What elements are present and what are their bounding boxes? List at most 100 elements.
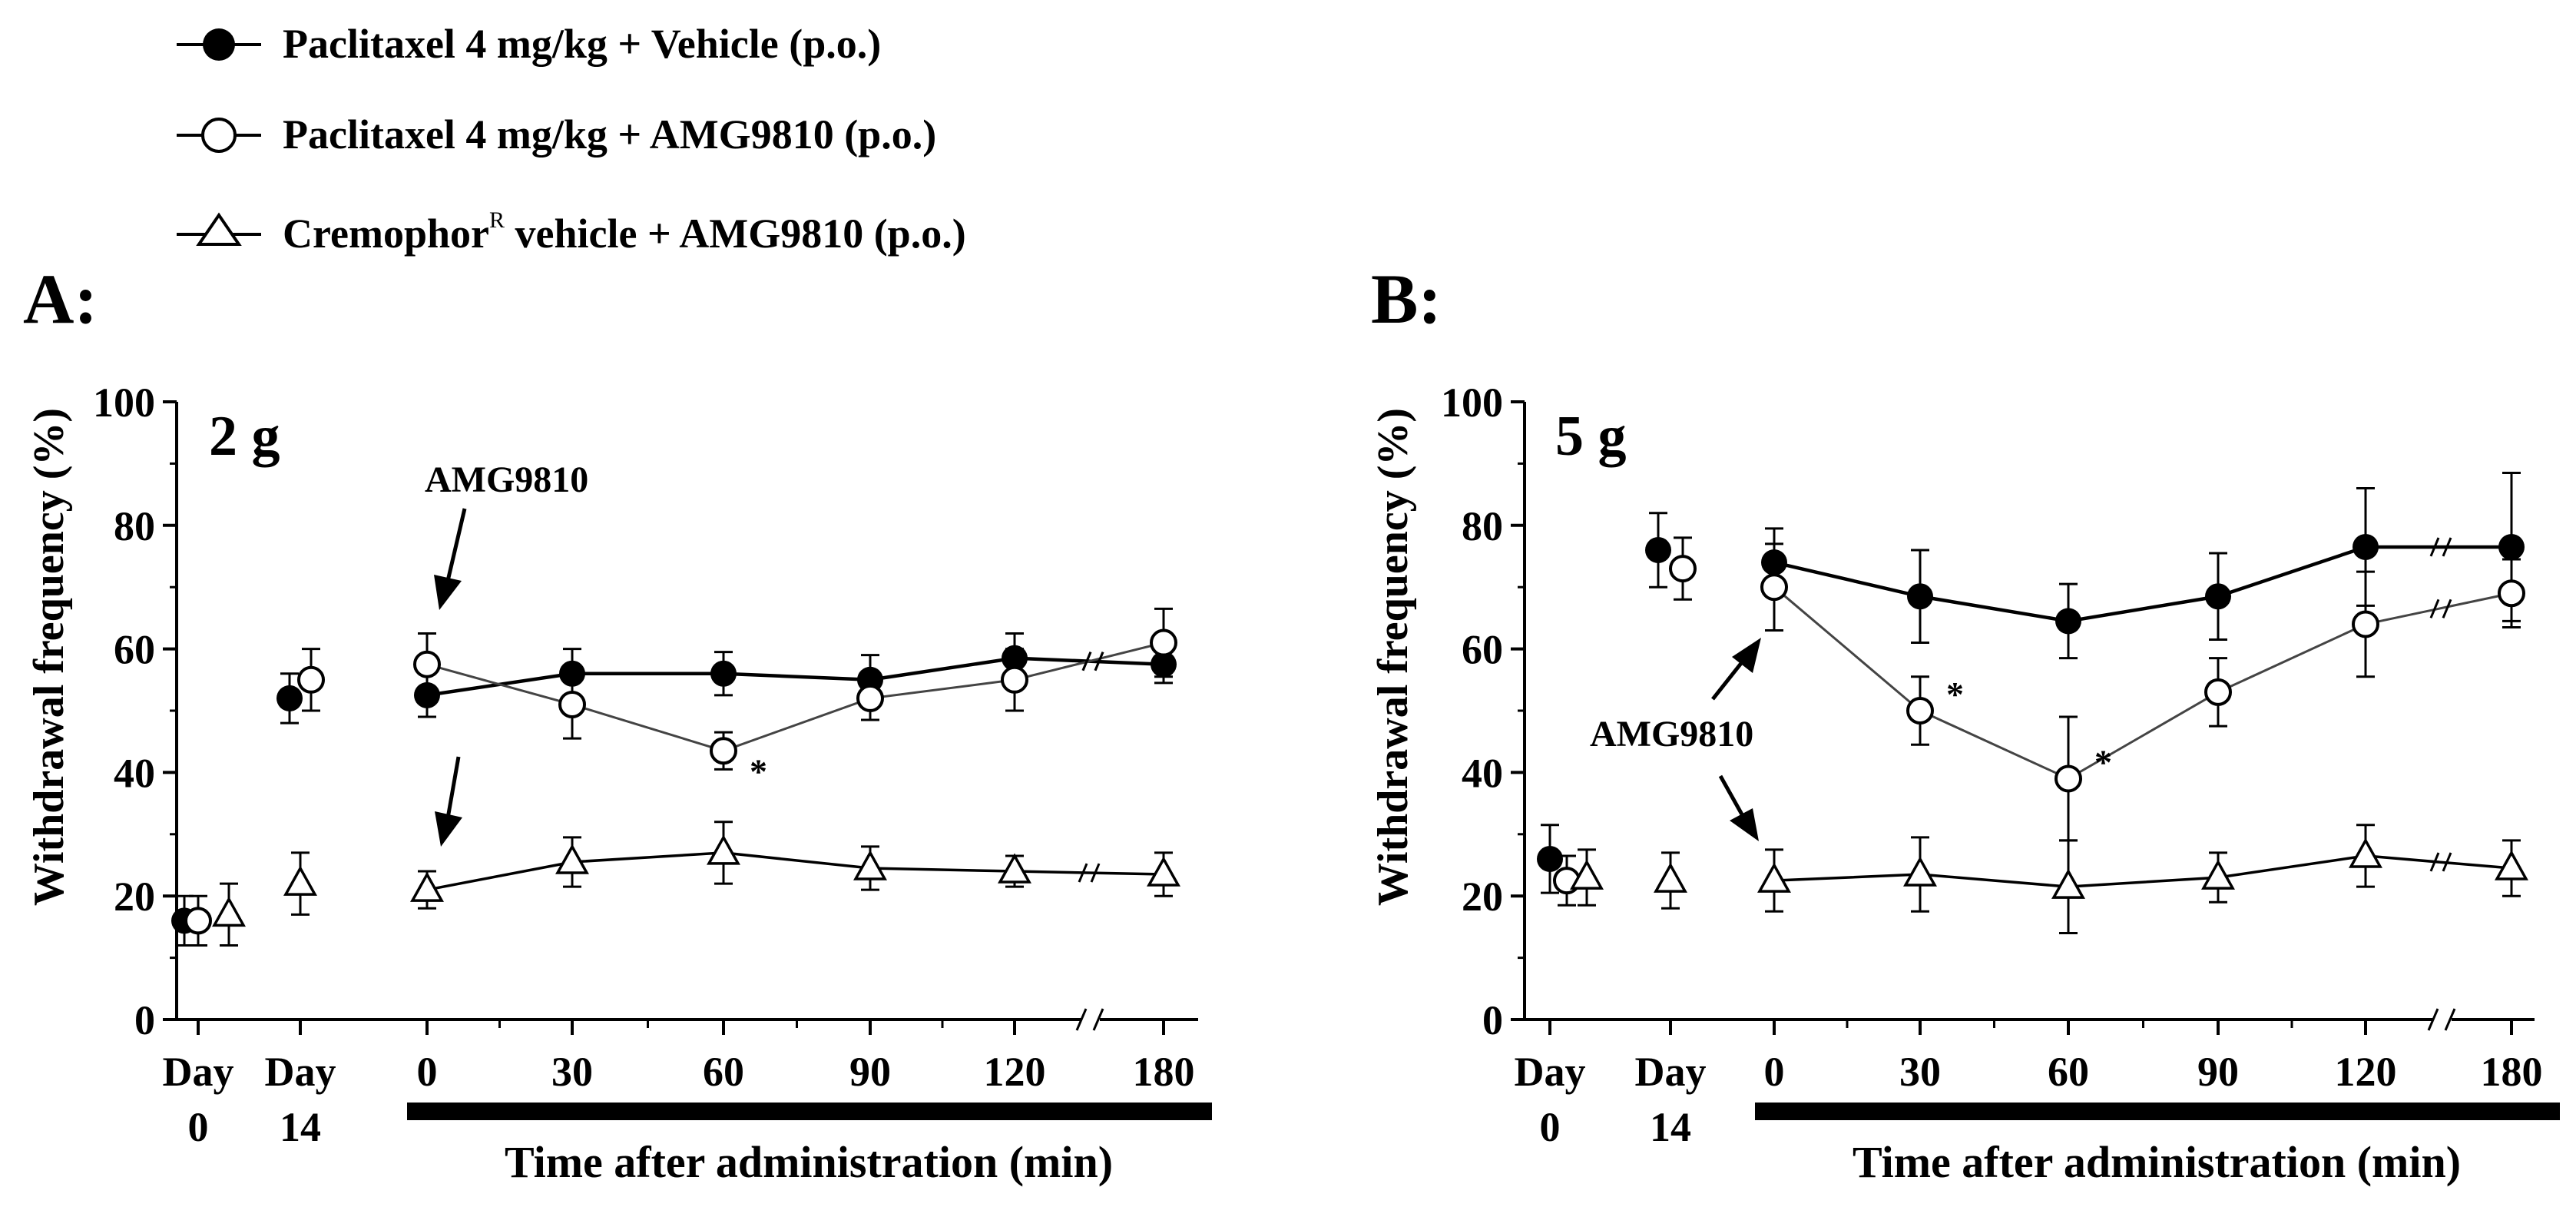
data-point xyxy=(1906,697,1934,725)
data-point xyxy=(1645,536,1671,563)
y-axis-label: Withdrawal frequency (%) xyxy=(1369,408,1417,906)
line-break-mark xyxy=(1081,652,1092,671)
data-point xyxy=(1537,845,1563,872)
data-point xyxy=(707,834,740,865)
data-point xyxy=(2353,533,2379,560)
filled-circle-icon xyxy=(203,28,235,61)
x-tick-label: 30 xyxy=(551,1049,593,1095)
y-tick-label: 20 xyxy=(114,874,155,920)
line-break-mark xyxy=(2442,852,2452,872)
data-point xyxy=(555,844,589,874)
plot-area: ** xyxy=(1537,471,2528,934)
data-point xyxy=(2051,868,2085,899)
panel-a: A: Withdrawal frequency (%) 0 20 40 60 80 100… xyxy=(23,260,1212,1187)
data-point xyxy=(2205,583,2231,610)
treatment-period-bar xyxy=(407,1103,1212,1120)
series-line xyxy=(1773,545,2511,623)
data-point xyxy=(410,871,444,902)
data-point xyxy=(212,896,246,927)
series-line xyxy=(426,656,1164,698)
data-point xyxy=(2055,764,2082,793)
data-point xyxy=(998,853,1031,884)
legend-item-paclitaxel-amg9810: Paclitaxel 4 mg/kg + AMG9810 (p.o.) xyxy=(177,111,936,158)
legend-label: Paclitaxel 4 mg/kg + AMG9810 (p.o.) xyxy=(283,111,936,158)
data-point xyxy=(558,690,586,718)
x-axis: Day 0 Day 14 0 30 60 90 120 180 xyxy=(1515,1008,2543,1150)
arrow-lower xyxy=(1718,774,1759,841)
data-point xyxy=(184,907,212,935)
data-point xyxy=(2204,678,2232,706)
series-open-circle xyxy=(184,607,1177,947)
treatment-period-bar xyxy=(1755,1103,2560,1120)
legend-item-paclitaxel-vehicle: Paclitaxel 4 mg/kg + Vehicle (p.o.) xyxy=(177,21,881,67)
data-point xyxy=(297,665,325,694)
legend-label-main: Cremophor xyxy=(283,211,489,257)
series-open-triangle xyxy=(212,821,1180,947)
axis-break-mark xyxy=(1092,1008,1104,1031)
data-point xyxy=(1147,856,1180,887)
y-tick-label: 0 xyxy=(1482,997,1503,1043)
x-tick-label: 0 xyxy=(417,1049,438,1095)
data-point xyxy=(283,865,317,896)
y-tick-label: 60 xyxy=(114,627,155,673)
y-axis: 0 20 40 60 80 100 xyxy=(1441,380,1526,1043)
series-filled-circle xyxy=(1537,471,2525,894)
y-tick-label: 100 xyxy=(1441,380,1503,426)
y-tick-label: 0 xyxy=(134,997,155,1043)
x-tick-label-line2: 14 xyxy=(1650,1104,1691,1150)
axis-break-mark xyxy=(2444,1008,2456,1031)
y-tick-label: 80 xyxy=(1462,503,1503,549)
y-tick-label: 80 xyxy=(114,503,155,549)
x-tick-label: 120 xyxy=(2335,1049,2397,1095)
panel-annotation: 5 g xyxy=(1555,405,1627,468)
legend-label-rest: vehicle + AMG9810 (p.o.) xyxy=(505,211,966,257)
data-point xyxy=(2349,837,2382,868)
amg9810-arrow-label: AMG9810 xyxy=(1590,714,1753,754)
plot-area: * xyxy=(171,607,1180,947)
significance-asterisk: * xyxy=(750,751,767,791)
x-tick-label: 60 xyxy=(703,1049,744,1095)
data-point xyxy=(413,650,441,678)
panel-annotation: 2 g xyxy=(209,405,280,468)
panel-b: B: Withdrawal frequency (%) 0 20 40 60 80 100… xyxy=(1369,260,2560,1187)
registered-mark: R xyxy=(489,207,505,233)
data-point xyxy=(1001,665,1028,694)
data-point xyxy=(1150,628,1177,657)
open-triangle-icon xyxy=(196,212,242,246)
data-point xyxy=(2498,579,2525,608)
y-tick-label: 40 xyxy=(1462,750,1503,796)
axis-break-mark xyxy=(1075,1008,1088,1031)
data-point xyxy=(1669,555,1697,583)
x-tick-label: 120 xyxy=(984,1049,1046,1095)
data-point xyxy=(1570,859,1604,890)
line-break-mark xyxy=(1094,652,1104,671)
x-tick-label: Day xyxy=(163,1049,234,1095)
arrow-upper xyxy=(434,508,467,610)
y-tick-label: 100 xyxy=(93,380,155,426)
data-point xyxy=(1760,573,1788,602)
x-tick-label-line2: 0 xyxy=(188,1104,209,1150)
series-line xyxy=(1773,586,2512,781)
data-point xyxy=(1907,583,1933,610)
line-break-mark xyxy=(1090,863,1101,883)
x-tick-label: 0 xyxy=(1764,1049,1785,1095)
data-point xyxy=(2201,859,2235,890)
x-tick-label: Day xyxy=(265,1049,336,1095)
series-line xyxy=(426,851,1164,891)
x-tick-label-line2: 14 xyxy=(280,1104,321,1150)
x-tick-label: Day xyxy=(1635,1049,1707,1095)
axis-break-mark xyxy=(2427,1008,2439,1031)
data-point xyxy=(2055,608,2081,635)
series-open-triangle xyxy=(1570,824,2528,934)
line-break-mark xyxy=(2429,599,2440,618)
data-point xyxy=(1757,862,1791,893)
data-point xyxy=(2498,533,2525,560)
x-tick-label: 180 xyxy=(2481,1049,2543,1095)
x-axis-label: Time after administration (min) xyxy=(505,1137,1113,1187)
line-break-mark xyxy=(1078,863,1088,883)
line-break-mark xyxy=(2442,537,2452,557)
data-point xyxy=(276,685,303,711)
y-axis: 0 20 40 60 80 100 xyxy=(93,380,178,1043)
x-tick-label: 60 xyxy=(2048,1049,2089,1095)
